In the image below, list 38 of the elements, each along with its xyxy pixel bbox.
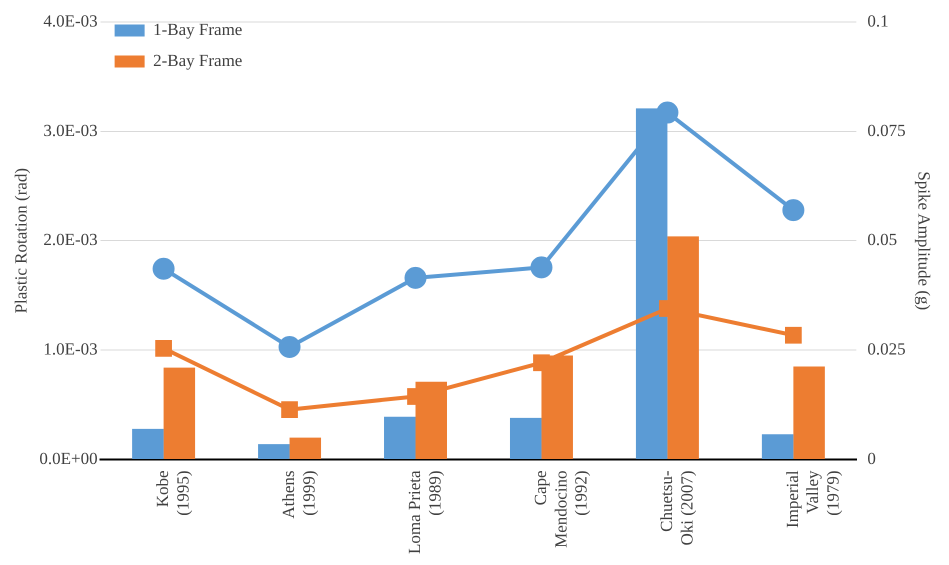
y2-tick-label: 0.05 (867, 230, 898, 250)
legend-label: 2-Bay Frame (153, 50, 242, 70)
y-tick-label: 4.0E-03 (43, 11, 98, 30)
point (533, 354, 550, 372)
legend-label: 1-Bay Frame (153, 20, 242, 39)
point (155, 340, 172, 357)
bar (164, 368, 196, 459)
x-tick-label: Imperial Valley (1979) (782, 470, 843, 528)
y-tick-label: 1.0E-03 (43, 340, 98, 359)
point (785, 326, 802, 344)
y2-tick-label: 0 (867, 448, 876, 468)
y-axis-title: Plastic Rotation (rad) (12, 168, 31, 314)
y2-tick-label: 0.025 (867, 340, 906, 359)
point (278, 336, 301, 358)
x-tick-label: Cape Mendocino (1992) (530, 470, 591, 548)
point (656, 102, 678, 124)
point (404, 266, 427, 289)
bar (258, 444, 290, 459)
x-tick-label: Loma Prieta (1989) (404, 470, 444, 554)
bar (762, 434, 794, 459)
y2-tick-label: 0.075 (867, 120, 906, 140)
y-tick-label: 3.0E-03 (43, 120, 98, 140)
x-tick-label: Athens (1999) (279, 470, 318, 519)
y-tick-label: 2.0E-03 (43, 230, 98, 250)
point (782, 199, 804, 222)
bar (132, 428, 164, 459)
y2-axis-title: Spike Amplitude (g) (914, 171, 934, 310)
bar (793, 366, 825, 459)
bar (290, 438, 322, 459)
point (530, 256, 552, 278)
x-tick-label: Kobe (1995) (153, 470, 192, 516)
bar (510, 418, 542, 459)
point (152, 258, 175, 280)
bar (384, 416, 416, 459)
x-tick-label: Chuetsu- Oki (2007) (656, 470, 696, 546)
y2-tick-label: 0.1 (867, 11, 889, 30)
y-tick-label: 0.0E+00 (39, 448, 98, 468)
point (281, 401, 298, 418)
